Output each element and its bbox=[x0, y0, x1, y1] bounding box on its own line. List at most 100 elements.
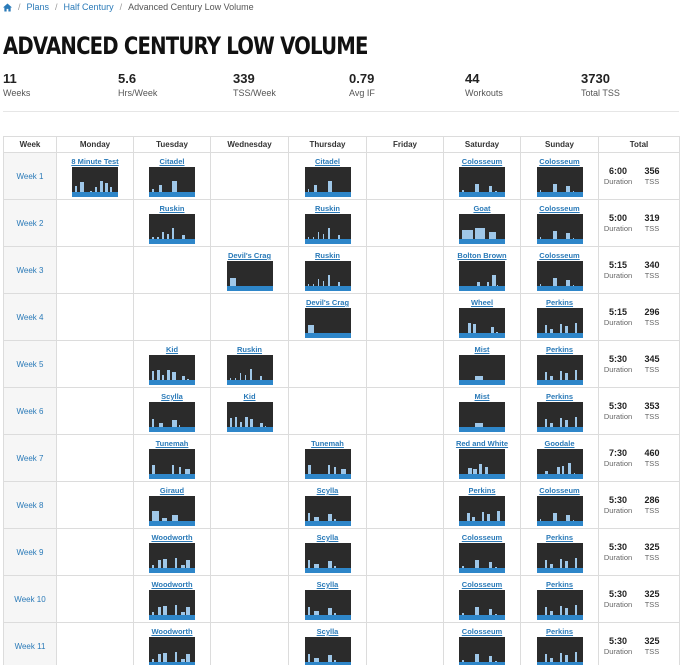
workout-name-link[interactable]: Tunemah bbox=[311, 439, 344, 448]
workout-name-link[interactable]: Colosseum bbox=[461, 627, 503, 636]
workout-name-link[interactable]: Citadel bbox=[314, 157, 340, 166]
workout-name-link[interactable]: Scylla bbox=[316, 627, 339, 636]
workout-item[interactable]: Colosseum bbox=[459, 580, 505, 620]
workout-graph[interactable] bbox=[536, 543, 583, 573]
workout-graph[interactable] bbox=[149, 496, 195, 526]
workout-item[interactable]: Woodworth bbox=[149, 580, 195, 620]
workout-item[interactable]: Colosseum bbox=[459, 157, 505, 197]
workout-name-link[interactable]: Goat bbox=[473, 204, 491, 213]
workout-graph[interactable] bbox=[536, 308, 583, 338]
workout-graph[interactable] bbox=[304, 167, 351, 197]
workout-graph[interactable] bbox=[304, 214, 351, 244]
workout-name-link[interactable]: Scylla bbox=[316, 533, 339, 542]
workout-item[interactable]: Perkins bbox=[536, 580, 583, 620]
workout-name-link[interactable]: Devil's Crag bbox=[305, 298, 350, 307]
workout-item[interactable]: Citadel bbox=[304, 157, 351, 197]
workout-item[interactable]: Scylla bbox=[304, 533, 351, 573]
workout-graph[interactable] bbox=[459, 590, 505, 620]
workout-graph[interactable] bbox=[304, 590, 351, 620]
workout-graph[interactable] bbox=[226, 355, 273, 385]
breadcrumb-plans-link[interactable]: Plans bbox=[26, 2, 50, 12]
workout-name-link[interactable]: Giraud bbox=[159, 486, 185, 495]
workout-graph[interactable] bbox=[536, 449, 583, 479]
workout-graph[interactable] bbox=[304, 261, 351, 291]
breadcrumb-half-century-link[interactable]: Half Century bbox=[63, 2, 114, 12]
workout-name-link[interactable]: Kid bbox=[243, 392, 256, 401]
workout-graph[interactable] bbox=[459, 402, 505, 432]
workout-item[interactable]: Woodworth bbox=[149, 533, 195, 573]
week-link[interactable]: Week 7 bbox=[16, 454, 44, 463]
workout-name-link[interactable]: Scylla bbox=[161, 392, 183, 401]
workout-name-link[interactable]: Goodale bbox=[544, 439, 575, 448]
workout-item[interactable]: Wheel bbox=[459, 298, 505, 338]
workout-graph[interactable] bbox=[149, 543, 195, 573]
workout-name-link[interactable]: Perkins bbox=[545, 392, 574, 401]
workout-graph[interactable] bbox=[459, 496, 505, 526]
workout-item[interactable]: 8 Minute Test bbox=[71, 157, 119, 197]
workout-item[interactable]: Woodworth bbox=[149, 627, 195, 665]
workout-item[interactable]: Ruskin bbox=[149, 204, 195, 244]
workout-name-link[interactable]: Woodworth bbox=[151, 627, 193, 636]
workout-graph[interactable] bbox=[459, 214, 505, 244]
workout-name-link[interactable]: Ruskin bbox=[236, 345, 262, 354]
workout-graph[interactable] bbox=[226, 261, 273, 291]
workout-item[interactable]: Kid bbox=[149, 345, 195, 385]
workout-name-link[interactable]: Red and White bbox=[455, 439, 509, 448]
workout-name-link[interactable]: Colosseum bbox=[461, 157, 503, 166]
workout-item[interactable]: Red and White bbox=[456, 439, 508, 479]
week-link[interactable]: Week 11 bbox=[14, 642, 46, 651]
workout-item[interactable]: Perkins bbox=[459, 486, 505, 526]
workout-graph[interactable] bbox=[536, 214, 583, 244]
workout-item[interactable]: Scylla bbox=[304, 627, 351, 665]
workout-name-link[interactable]: Mist bbox=[474, 345, 490, 354]
workout-name-link[interactable]: Ruskin bbox=[159, 204, 185, 213]
workout-item[interactable]: Ruskin bbox=[226, 345, 273, 385]
workout-item[interactable]: Mist bbox=[459, 392, 505, 432]
workout-item[interactable]: Mist bbox=[459, 345, 505, 385]
workout-name-link[interactable]: Perkins bbox=[545, 298, 574, 307]
week-link[interactable]: Week 5 bbox=[16, 360, 44, 369]
workout-graph[interactable] bbox=[459, 167, 505, 197]
workout-graph[interactable] bbox=[536, 167, 583, 197]
workout-name-link[interactable]: Woodworth bbox=[151, 533, 193, 542]
workout-graph[interactable] bbox=[149, 590, 195, 620]
workout-item[interactable]: Perkins bbox=[536, 298, 583, 338]
workout-graph[interactable] bbox=[536, 355, 583, 385]
workout-graph[interactable] bbox=[304, 637, 351, 665]
home-icon[interactable] bbox=[3, 2, 12, 12]
workout-item[interactable]: Tunemah bbox=[304, 439, 351, 479]
workout-item[interactable]: Tunemah bbox=[149, 439, 195, 479]
workout-graph[interactable] bbox=[536, 637, 583, 665]
week-link[interactable]: Week 8 bbox=[16, 501, 44, 510]
week-link[interactable]: Week 10 bbox=[14, 595, 46, 604]
workout-graph[interactable] bbox=[304, 543, 351, 573]
workout-item[interactable]: Scylla bbox=[304, 580, 351, 620]
workout-name-link[interactable]: Colosseum bbox=[539, 157, 580, 166]
workout-item[interactable]: Colosseum bbox=[536, 157, 583, 197]
workout-item[interactable]: Perkins bbox=[536, 345, 583, 385]
workout-graph[interactable] bbox=[149, 402, 195, 432]
week-link[interactable]: Week 9 bbox=[16, 548, 44, 557]
workout-name-link[interactable]: Ruskin bbox=[314, 251, 340, 260]
week-link[interactable]: Week 3 bbox=[16, 266, 44, 275]
workout-name-link[interactable]: Colosseum bbox=[539, 486, 580, 495]
workout-graph[interactable] bbox=[149, 214, 195, 244]
workout-name-link[interactable]: Colosseum bbox=[461, 580, 503, 589]
workout-graph[interactable] bbox=[72, 167, 118, 197]
workout-name-link[interactable]: Scylla bbox=[316, 580, 339, 589]
workout-graph[interactable] bbox=[149, 449, 195, 479]
workout-item[interactable]: Ruskin bbox=[304, 204, 351, 244]
workout-name-link[interactable]: Perkins bbox=[545, 627, 574, 636]
workout-name-link[interactable]: 8 Minute Test bbox=[71, 157, 119, 166]
workout-name-link[interactable]: Tunemah bbox=[155, 439, 189, 448]
workout-name-link[interactable]: Perkins bbox=[545, 580, 574, 589]
workout-graph[interactable] bbox=[226, 402, 273, 432]
workout-item[interactable]: Colosseum bbox=[536, 486, 583, 526]
workout-graph[interactable] bbox=[149, 637, 195, 665]
workout-item[interactable]: Citadel bbox=[149, 157, 195, 197]
workout-item[interactable]: Kid bbox=[226, 392, 273, 432]
workout-graph[interactable] bbox=[459, 308, 505, 338]
workout-name-link[interactable]: Perkins bbox=[545, 345, 574, 354]
workout-name-link[interactable]: Wheel bbox=[470, 298, 494, 307]
workout-name-link[interactable]: Mist bbox=[474, 392, 490, 401]
